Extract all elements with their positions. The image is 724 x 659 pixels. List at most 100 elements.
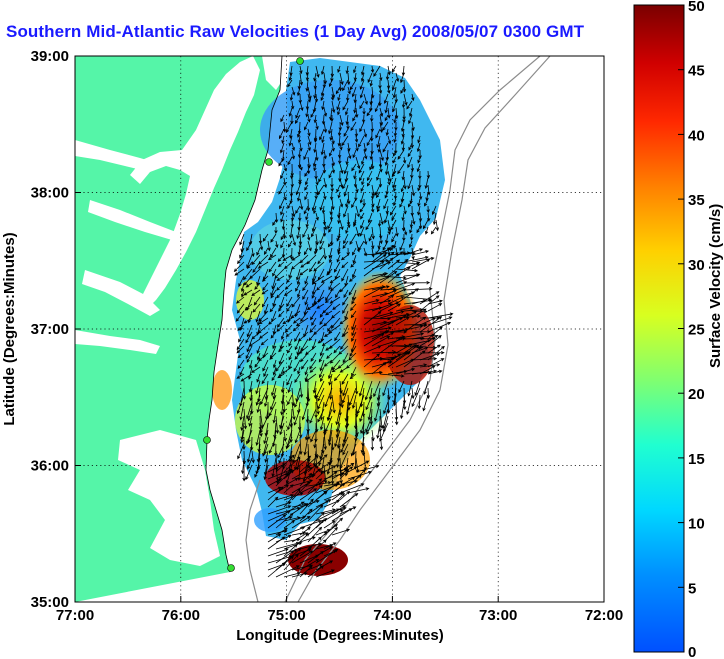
current-arrow — [323, 359, 333, 367]
current-arrow — [359, 121, 365, 133]
current-arrow — [423, 380, 429, 395]
current-arrow — [271, 457, 277, 478]
current-arrow — [283, 191, 287, 201]
current-arrow — [408, 107, 413, 117]
current-arrow — [383, 401, 389, 415]
current-arrow — [427, 358, 445, 368]
current-arrow — [379, 270, 398, 284]
current-arrow — [432, 212, 437, 226]
current-arrow — [243, 268, 253, 281]
current-arrow — [272, 359, 277, 369]
current-arrow — [411, 258, 431, 270]
current-arrow — [284, 282, 293, 290]
current-arrow — [407, 177, 413, 190]
current-arrow — [350, 261, 357, 268]
current-arrow — [401, 170, 405, 181]
current-arrow — [353, 219, 357, 228]
current-arrow — [285, 331, 293, 338]
current-arrow — [355, 142, 359, 152]
current-arrow — [315, 569, 335, 578]
current-arrow — [402, 79, 407, 93]
current-arrow — [278, 310, 285, 318]
current-arrow — [294, 373, 301, 383]
current-arrow — [259, 422, 263, 437]
current-arrow — [328, 373, 333, 386]
current-arrow — [256, 247, 261, 256]
current-arrow — [283, 163, 287, 172]
current-arrow — [353, 65, 357, 74]
current-arrow — [342, 296, 349, 306]
x-tick-label: 72:00 — [585, 607, 623, 624]
current-arrow — [411, 369, 438, 375]
current-arrow — [403, 93, 408, 106]
potomac-river — [75, 140, 160, 172]
current-arrow — [330, 282, 341, 291]
current-arrow — [286, 275, 293, 284]
current-arrow — [352, 149, 357, 159]
current-arrow — [349, 233, 357, 245]
current-arrow — [270, 289, 277, 299]
current-arrow — [418, 191, 423, 200]
current-arrow — [395, 273, 421, 284]
current-arrow — [236, 394, 245, 415]
current-arrow — [376, 135, 381, 149]
current-arrow — [324, 387, 333, 408]
current-arrow — [330, 317, 341, 329]
current-arrow — [382, 380, 389, 397]
current-arrow — [343, 184, 349, 197]
current-arrow — [342, 79, 349, 92]
current-arrow — [358, 240, 365, 251]
current-arrow — [299, 482, 322, 494]
current-arrow — [313, 135, 318, 143]
current-arrow — [280, 233, 285, 241]
current-arrow — [427, 345, 445, 361]
current-arrow — [353, 72, 358, 82]
current-arrow — [304, 184, 309, 191]
map-title: Southern Mid-Atlantic Raw Velocities (1 … — [6, 22, 585, 41]
current-arrow — [305, 107, 309, 118]
current-arrow — [350, 310, 357, 319]
current-arrow — [243, 317, 253, 324]
current-arrow — [317, 387, 325, 402]
current-arrow — [270, 233, 277, 243]
current-arrow — [294, 352, 301, 360]
current-arrow — [395, 344, 420, 361]
current-arrow — [386, 79, 391, 90]
current-arrow — [387, 86, 391, 94]
current-arrow — [325, 345, 333, 351]
current-arrow — [278, 450, 285, 464]
current-arrow — [360, 422, 365, 434]
current-arrow — [403, 350, 426, 368]
current-arrow — [400, 135, 405, 145]
current-arrow — [364, 380, 373, 401]
current-arrow — [299, 498, 314, 515]
current-arrow — [427, 369, 443, 375]
current-arrow — [310, 352, 317, 362]
current-arrow — [414, 380, 421, 397]
current-arrow — [353, 93, 357, 104]
current-arrow — [370, 436, 375, 451]
current-arrow — [337, 107, 341, 116]
current-arrow — [240, 282, 245, 293]
current-arrow — [323, 331, 333, 337]
current-arrow — [315, 508, 340, 522]
current-arrow — [337, 93, 341, 102]
current-arrow — [315, 121, 319, 130]
current-arrow — [290, 219, 294, 228]
current-arrow — [299, 72, 303, 86]
current-arrow — [379, 294, 395, 305]
current-arrow — [351, 198, 357, 209]
current-arrow — [345, 107, 349, 116]
current-arrow — [307, 565, 325, 578]
current-arrow — [299, 508, 313, 522]
current-arrow — [307, 519, 325, 536]
rappahannock-river — [88, 200, 176, 240]
current-arrow — [315, 457, 319, 470]
current-arrow — [313, 86, 317, 100]
current-arrow — [287, 415, 293, 431]
current-arrow — [278, 352, 285, 365]
current-arrow — [347, 86, 351, 95]
current-arrow — [350, 443, 357, 457]
current-arrow — [269, 303, 277, 313]
current-arrow — [379, 163, 383, 173]
